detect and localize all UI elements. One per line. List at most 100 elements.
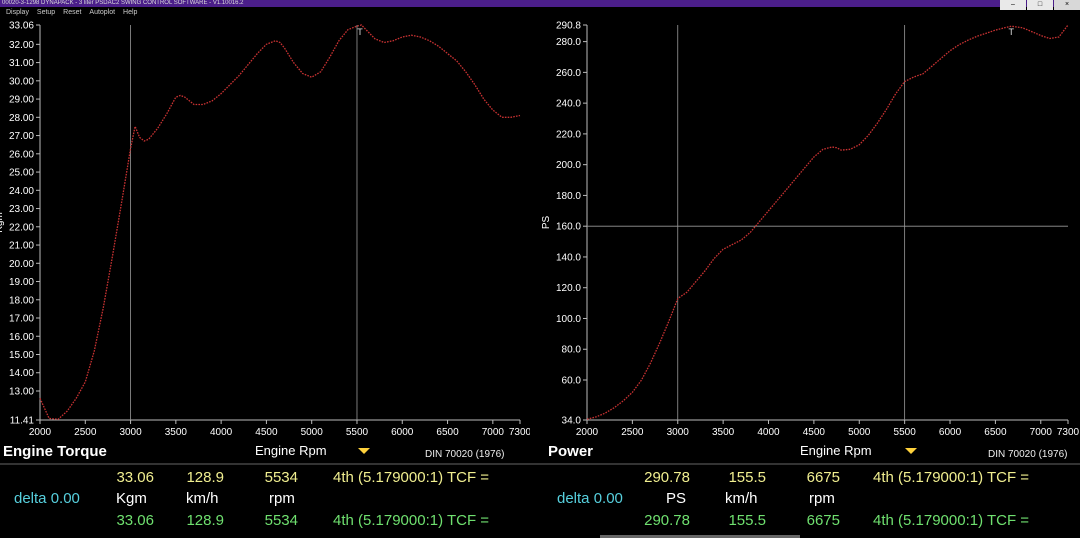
power-x-tick-label: 4500 bbox=[803, 427, 826, 438]
power-x-tick-label: 3500 bbox=[712, 427, 735, 438]
power-xaxis-label: Engine Rpm bbox=[800, 443, 872, 458]
power-x-tick-label: 4000 bbox=[757, 427, 780, 438]
power-chart[interactable]: 34.0 60.0 80.0 100.0 120.0 140.0 160.0 180.0 200… bbox=[535, 18, 1080, 440]
power-xaxis-dropdown-icon[interactable] bbox=[905, 448, 917, 454]
torque-series-line bbox=[39, 24, 521, 420]
power-x-tick-label: 5500 bbox=[894, 427, 917, 438]
torque-x-tick-label: 7000 bbox=[482, 427, 505, 438]
torque-y-axis-label: Kgm bbox=[0, 212, 5, 233]
power-x-tick-label: 6000 bbox=[939, 427, 962, 438]
torque-x-tick-label: 7300 bbox=[509, 427, 530, 438]
separator bbox=[0, 463, 1080, 465]
power-speed-unit: km/h bbox=[725, 490, 758, 507]
torque-gear-2: 4th (5.179000:1) TCF = bbox=[333, 512, 490, 529]
torque-rpm-2: 5534 bbox=[264, 512, 298, 529]
window-titlebar: 00020-3-1298 DYNAPACK - 3 liter PSDAC2 S… bbox=[0, 0, 1080, 7]
torque-y-tick-label: 31.00 bbox=[9, 58, 34, 69]
menu-autoplot[interactable]: Autoplot bbox=[89, 9, 116, 16]
status-strip bbox=[600, 535, 800, 538]
menu-display[interactable]: Display bbox=[6, 9, 29, 16]
torque-y-tick-label: 11.41 bbox=[10, 416, 35, 427]
torque-y-tick-label: 21.00 bbox=[9, 241, 34, 252]
torque-rpm: 5534 bbox=[264, 469, 298, 486]
power-cursor-marker: T bbox=[1009, 27, 1015, 37]
torque-xaxis-label: Engine Rpm bbox=[255, 443, 327, 458]
torque-x-tick-label: 4000 bbox=[210, 427, 233, 438]
power-y-tick-label: 240.0 bbox=[556, 99, 581, 110]
torque-y-tick-label: 19.00 bbox=[9, 277, 34, 288]
power-speed-2: 155.5 bbox=[728, 512, 766, 529]
menu-help[interactable]: Help bbox=[123, 9, 138, 16]
window-controls: – □ × bbox=[999, 0, 1080, 10]
power-x-tick-label: 7000 bbox=[1030, 427, 1053, 438]
torque-speed: 128.9 bbox=[186, 469, 224, 486]
torque-y-tick-label: 13.00 bbox=[9, 386, 34, 397]
power-rpm: 6675 bbox=[806, 469, 840, 486]
power-speed: 155.5 bbox=[728, 469, 766, 486]
torque-x-tick-label: 3000 bbox=[119, 427, 142, 438]
torque-y-tick-label: 24.00 bbox=[9, 186, 34, 197]
torque-y-tick-label: 28.00 bbox=[9, 113, 34, 124]
torque-x-tick-label: 2000 bbox=[29, 427, 52, 438]
power-delta: delta 0.00 bbox=[557, 490, 623, 507]
close-button[interactable]: × bbox=[1054, 0, 1080, 10]
power-gear-2: 4th (5.179000:1) TCF = bbox=[873, 512, 1030, 529]
torque-delta: delta 0.00 bbox=[14, 490, 80, 507]
torque-gear: 4th (5.179000:1) TCF = bbox=[333, 469, 490, 486]
torque-chart[interactable]: 11.41 13.00 14.00 15.00 16.00 17.00 18.00 19.00… bbox=[0, 18, 530, 440]
power-rpm-2: 6675 bbox=[806, 512, 840, 529]
menu-bar: Display Setup Reset Autoplot Help bbox=[0, 7, 1000, 18]
torque-y-tick-label: 27.00 bbox=[9, 131, 34, 142]
torque-cursor-marker: T bbox=[357, 27, 363, 37]
power-unit: PS bbox=[666, 490, 687, 507]
power-y-tick-label: 200.0 bbox=[556, 160, 581, 171]
torque-speed-unit: km/h bbox=[186, 490, 219, 507]
power-y-tick-label: 290.8 bbox=[556, 21, 581, 32]
torque-y-tick-label: 20.00 bbox=[9, 259, 34, 270]
torque-x-tick-label: 5000 bbox=[301, 427, 324, 438]
power-y-tick-label: 60.0 bbox=[562, 376, 582, 387]
power-y-tick-label: 280.0 bbox=[556, 37, 581, 48]
menu-setup[interactable]: Setup bbox=[36, 9, 56, 16]
torque-chart-title: Engine Torque bbox=[3, 443, 107, 460]
power-x-tick-label: 2500 bbox=[621, 427, 644, 438]
power-rpm-unit: rpm bbox=[809, 490, 835, 507]
power-standard: DIN 70020 (1976) bbox=[988, 449, 1068, 460]
torque-y-tick-label: 25.00 bbox=[9, 168, 34, 179]
torque-x-tick-label: 2500 bbox=[74, 427, 97, 438]
torque-y-tick-label: 23.00 bbox=[9, 204, 34, 215]
torque-y-tick-label: 26.00 bbox=[9, 149, 34, 160]
minimize-button[interactable]: – bbox=[1000, 0, 1026, 10]
torque-y-tick-label: 17.00 bbox=[9, 314, 34, 325]
power-y-tick-label: 220.0 bbox=[556, 129, 581, 140]
torque-y-tick-label: 29.00 bbox=[9, 95, 34, 106]
power-value: 290.78 bbox=[644, 469, 690, 486]
torque-x-tick-label: 4500 bbox=[255, 427, 278, 438]
power-y-tick-label: 160.0 bbox=[556, 222, 581, 233]
window-title: 00020-3-1298 DYNAPACK - 3 liter PSDAC2 S… bbox=[2, 0, 244, 6]
torque-xaxis-dropdown-icon[interactable] bbox=[358, 448, 370, 454]
torque-y-tick-label: 18.00 bbox=[9, 295, 34, 306]
torque-y-tick-label: 16.00 bbox=[9, 332, 34, 343]
power-x-tick-label: 2000 bbox=[576, 427, 599, 438]
power-y-tick-label: 260.0 bbox=[556, 68, 581, 79]
torque-y-tick-label: 33.06 bbox=[9, 21, 34, 32]
power-y-axis-label: PS bbox=[541, 216, 552, 230]
torque-x-tick-label: 5500 bbox=[346, 427, 369, 438]
torque-x-tick-label: 6000 bbox=[391, 427, 414, 438]
torque-unit: Kgm bbox=[116, 490, 147, 507]
power-x-tick-label: 5000 bbox=[848, 427, 871, 438]
maximize-button[interactable]: □ bbox=[1027, 0, 1053, 10]
torque-rpm-unit: rpm bbox=[269, 490, 295, 507]
power-chart-title: Power bbox=[548, 443, 594, 460]
menu-reset[interactable]: Reset bbox=[63, 9, 82, 16]
torque-value: 33.06 bbox=[116, 469, 154, 486]
torque-x-tick-label: 3500 bbox=[165, 427, 188, 438]
power-value-2: 290.78 bbox=[644, 512, 690, 529]
torque-standard: DIN 70020 (1976) bbox=[425, 449, 505, 460]
power-y-tick-label: 80.0 bbox=[562, 345, 582, 356]
power-y-tick-label: 100.0 bbox=[556, 314, 581, 325]
power-x-tick-label: 3000 bbox=[667, 427, 690, 438]
torque-speed-2: 128.9 bbox=[186, 512, 224, 529]
power-y-tick-label: 34.0 bbox=[562, 416, 582, 427]
